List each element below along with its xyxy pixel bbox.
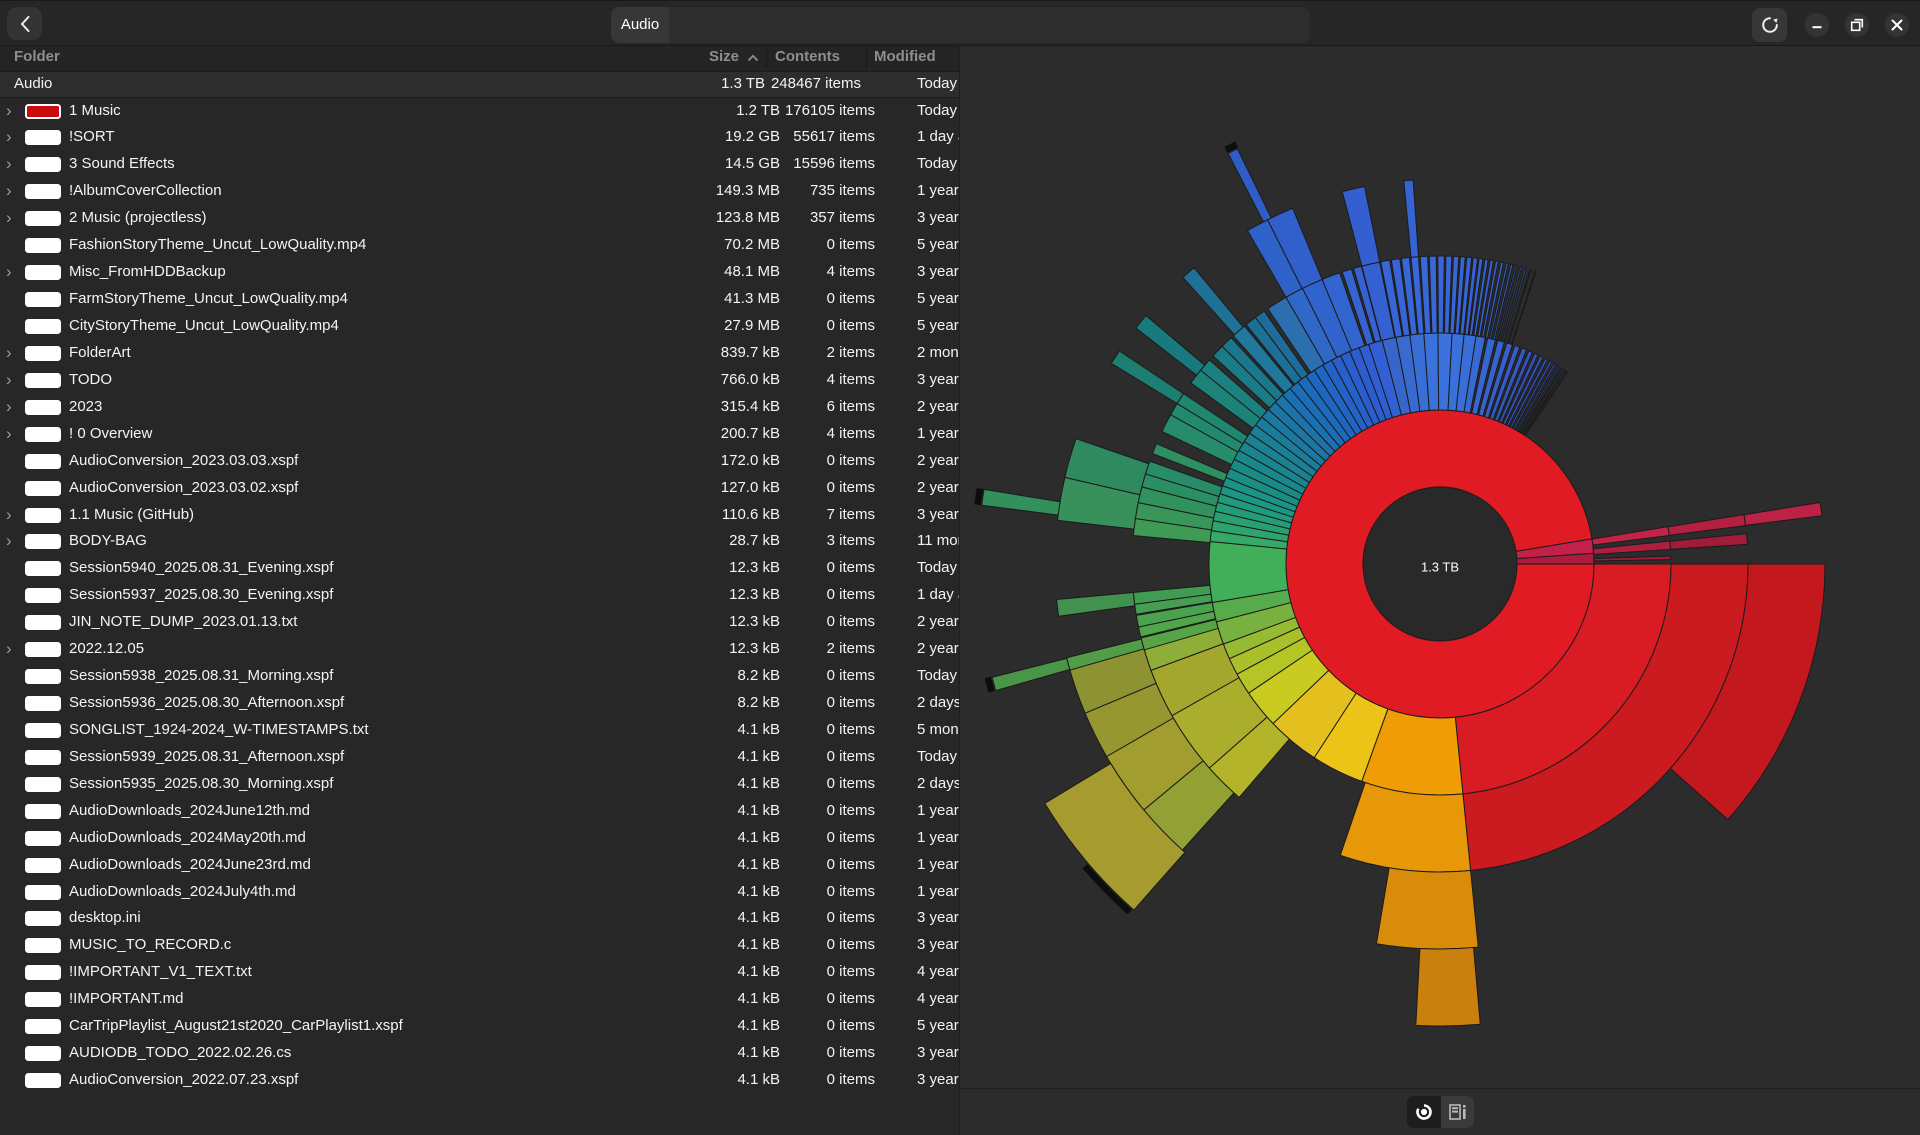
svg-text:1.3 TB: 1.3 TB bbox=[1421, 560, 1459, 575]
